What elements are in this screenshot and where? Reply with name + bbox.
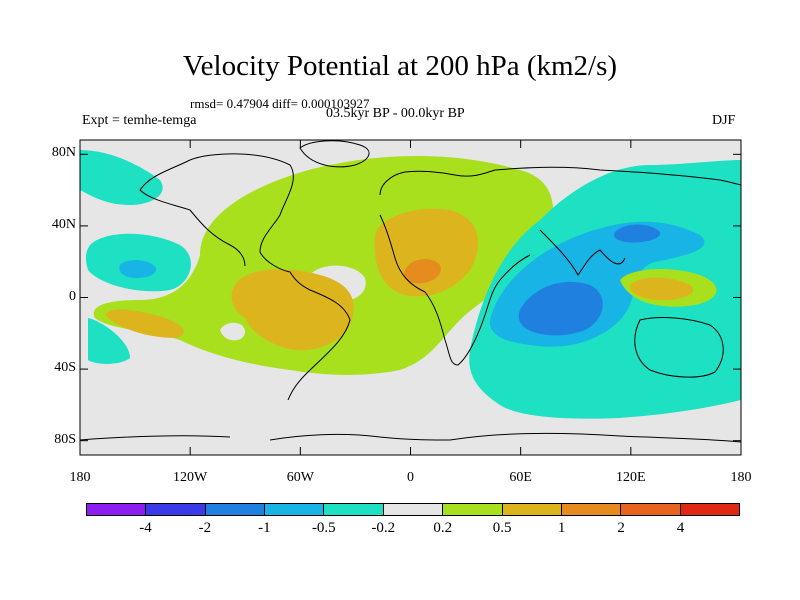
colorbar-label: -1: [258, 520, 271, 536]
x-tick-label: 120W: [173, 470, 208, 485]
y-tick-label: 40S: [54, 360, 76, 376]
negative-region-strong: [518, 281, 603, 336]
colorbar-swatch: [265, 504, 325, 515]
colorbar-label: 0.2: [433, 520, 453, 536]
neutral-hole-pacific: [220, 322, 245, 341]
colorbar-label: 1: [557, 520, 566, 536]
positive-max-maritime: [629, 277, 694, 300]
x-tick-label: 60W: [286, 470, 314, 485]
experiment-label: Expt = temhe-temga: [82, 113, 197, 128]
colorbar-swatch: [146, 504, 206, 515]
rmsd-stats: rmsd= 0.47904 diff= 0.000103927: [190, 96, 370, 111]
colorbar-swatch: [680, 504, 739, 515]
y-tick-label: 80N: [51, 145, 76, 161]
colorbar-label: -0.2: [371, 520, 396, 536]
x-tick-label: 0: [407, 470, 414, 485]
colorbar-label: -4: [139, 520, 152, 536]
y-tick-label: 40N: [51, 216, 76, 232]
plot-frame: [79, 139, 742, 456]
colorbar: [86, 503, 740, 516]
y-tick-label: 80S: [54, 431, 76, 447]
colorbar-swatch: [443, 504, 503, 515]
x-tick-label: 120E: [616, 470, 646, 485]
colorbar-swatch: [205, 504, 266, 515]
colorbar-swatch: [621, 504, 681, 515]
y-ticks: [80, 153, 741, 442]
y-tick-label: 0: [69, 288, 76, 304]
positive-region-africa: [374, 208, 479, 297]
colorbar-label: 4: [676, 520, 685, 536]
x-tick-label: 180: [69, 470, 91, 485]
colorbar-label: 0.5: [492, 520, 512, 536]
negative-region-strong-north: [614, 224, 661, 243]
coastlines: [80, 140, 741, 443]
positive-max-africa: [403, 258, 441, 284]
colorbar-swatch: [87, 504, 147, 515]
colorbar-swatch: [561, 504, 622, 515]
season-label: DJF: [712, 113, 736, 128]
colorbar-swatch: [324, 504, 384, 515]
colorbar-label: -2: [198, 520, 212, 536]
period-label: 03.5kyr BP - 00.0kyr BP: [326, 106, 465, 121]
colorbar-label: -0.5: [311, 520, 336, 536]
x-tick-label: 60E: [509, 470, 532, 485]
negative-region-south-pacific: [88, 318, 130, 364]
plot-title: Velocity Potential at 200 hPa (km2/s): [182, 50, 618, 82]
colorbar-swatch: [383, 504, 444, 515]
negative-min-central-pacific: [119, 260, 157, 278]
x-ticks: [79, 140, 742, 455]
colorbar-label: 2: [617, 520, 625, 536]
positive-region-east-pacific: [105, 309, 184, 338]
positive-region-south-america: [231, 269, 354, 351]
colorbar-swatch: [502, 504, 562, 515]
x-tick-label: 180: [730, 470, 752, 485]
